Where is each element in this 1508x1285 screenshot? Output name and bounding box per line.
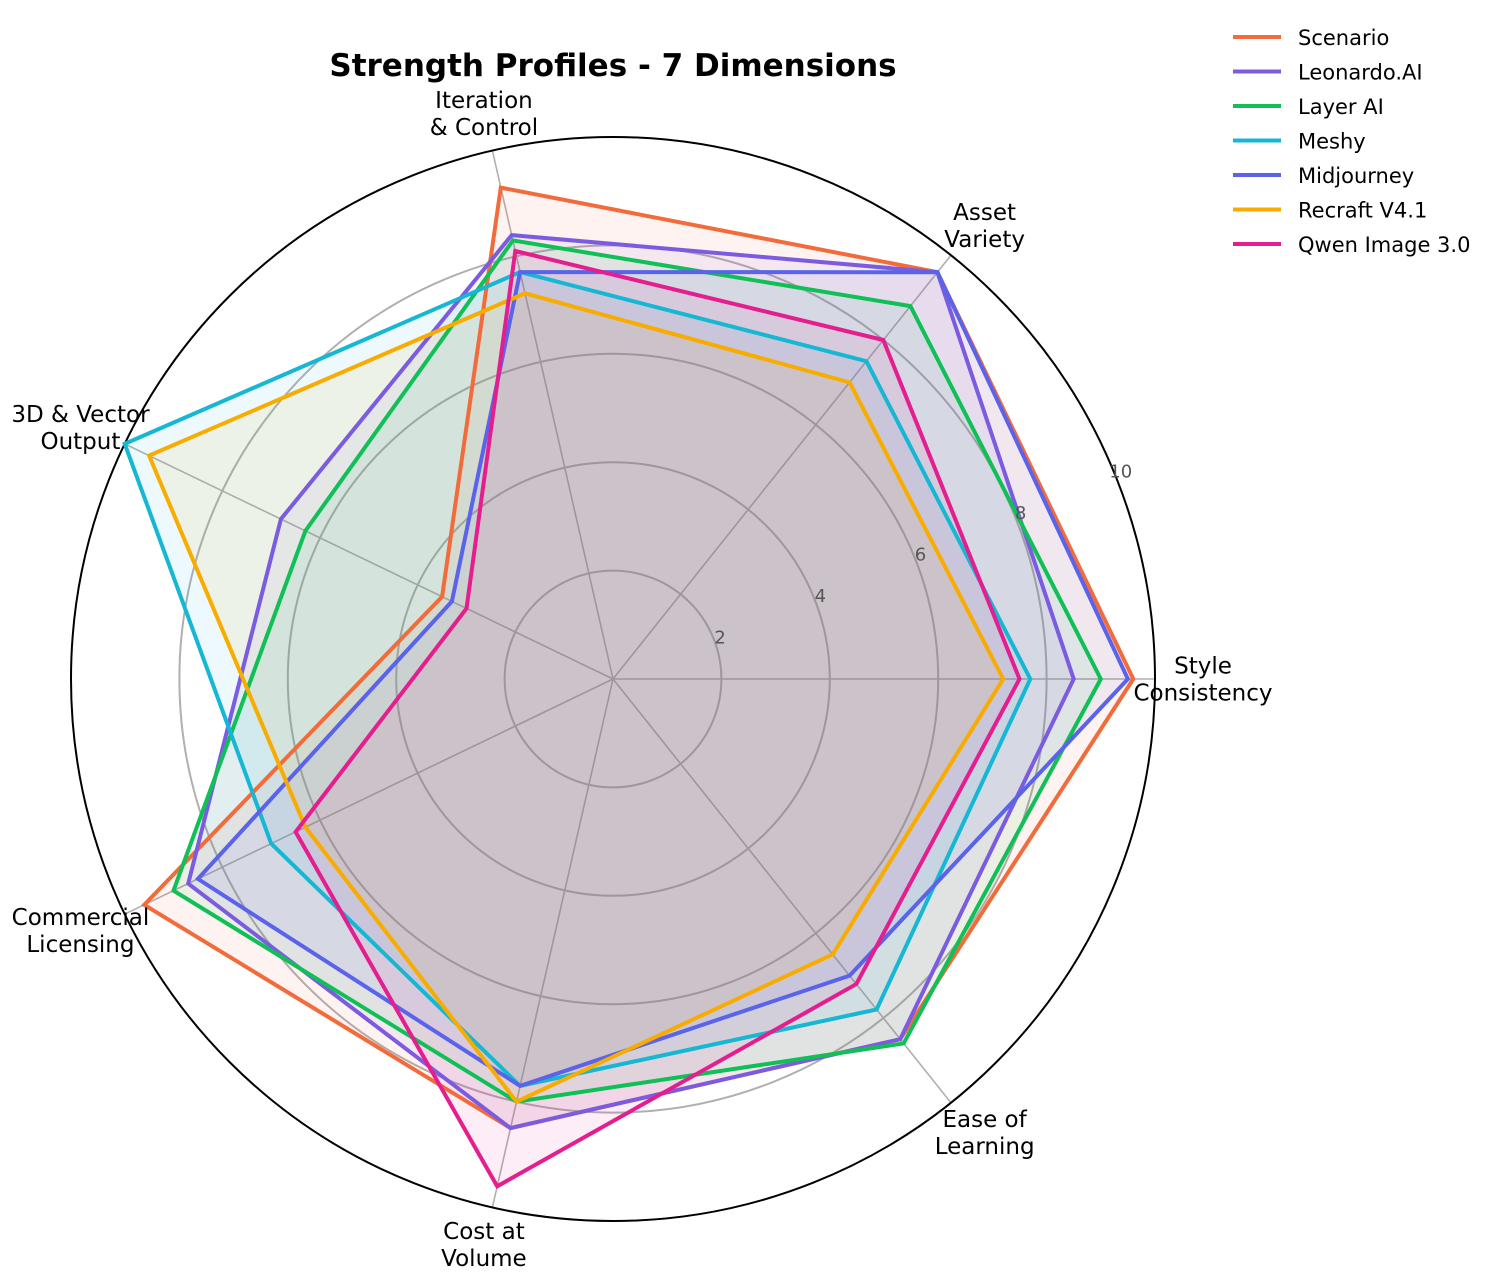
axis-labels: Style Consistency Asset Variety Iteration & C… (11, 88, 1272, 1272)
legend-label: Layer AI (1298, 95, 1384, 119)
axis-label: Cost at Volume (441, 1219, 527, 1272)
grid-spoke (124, 678, 614, 915)
series-line (122, 269, 1033, 1089)
series-fill (124, 272, 1031, 1086)
series-line (293, 248, 1022, 1190)
axis-label: Iteration & Control (430, 88, 538, 141)
radial-tick-labels: 2 4 6 8 10 (714, 462, 1132, 649)
series-line (146, 291, 1006, 1105)
axis-label: 3D & Vector Output (11, 402, 150, 455)
radar-grid (70, 136, 1156, 1222)
radial-tick-label: 2 (714, 628, 725, 649)
grid-spoke (612, 254, 952, 680)
series-line (171, 238, 1104, 1104)
radial-tick-label: 8 (1015, 503, 1026, 524)
axis-label: Asset Variety (944, 200, 1025, 253)
series-fills (124, 187, 1134, 1187)
legend-label: Recraft V4.1 (1298, 199, 1427, 223)
series-fill (173, 240, 1101, 1102)
series-lines (122, 185, 1136, 1190)
radial-tick-label: 10 (1109, 462, 1132, 483)
axis-label: Style Consistency (1133, 654, 1272, 707)
grid-spoke (612, 678, 952, 1104)
legend: Scenario Leonardo.AI Layer AI Meshy Midjourn… (1233, 26, 1470, 257)
radar-frame (70, 136, 1156, 1222)
radial-tick-label: 4 (815, 586, 826, 607)
legend-label: Leonardo.AI (1298, 61, 1423, 85)
legend-label: Qwen Image 3.0 (1298, 233, 1470, 257)
legend-label: Scenario (1298, 26, 1389, 50)
series-fill (188, 235, 1074, 1129)
grid-spoke (124, 443, 614, 680)
series-fill (295, 251, 1020, 1187)
axis-label: Ease of Learning (935, 1107, 1035, 1160)
grid-spoke (491, 678, 614, 1208)
series-fill (144, 187, 1134, 1129)
legend-label: Midjourney (1298, 164, 1414, 188)
axis-label: Commercial Licensing (12, 905, 150, 958)
series-line (194, 270, 1131, 1089)
series-fill (197, 272, 1128, 1086)
legend-label: Meshy (1298, 130, 1366, 154)
chart-title: Strength Profiles - 7 Dimensions (329, 48, 896, 84)
radial-tick-label: 6 (915, 545, 926, 566)
